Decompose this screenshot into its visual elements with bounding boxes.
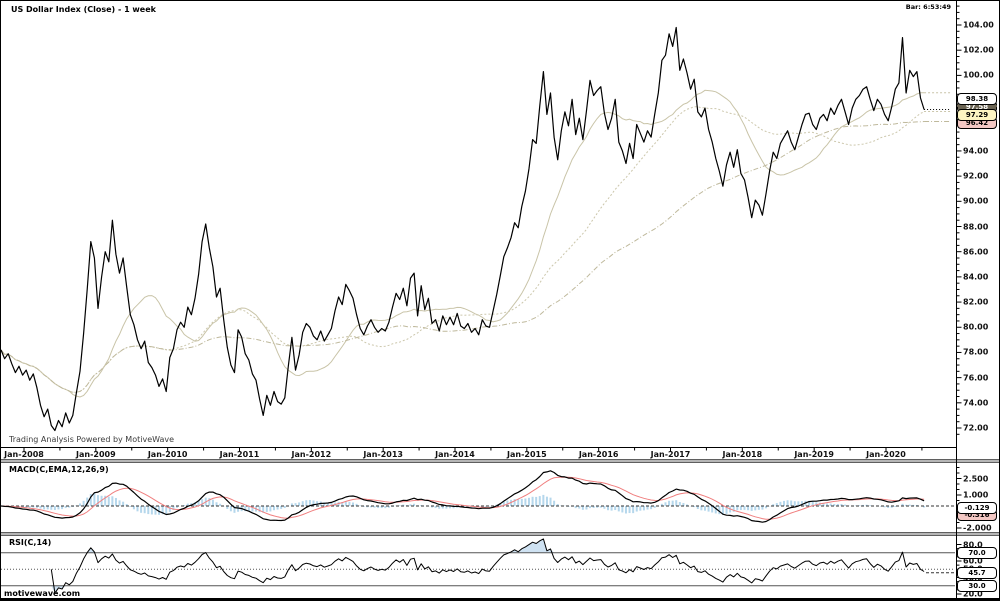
watermark-text: Trading Analysis Powered by MotiveWave (9, 435, 175, 444)
price-tag-ma-fast: 98.38 (957, 92, 997, 105)
price-tick-label: 74.00 (963, 398, 989, 408)
rsi-tag-upper-level: 70.0 (957, 547, 997, 560)
price-tick-label: 86.00 (963, 247, 989, 257)
macd-tag-value: -0.129 (957, 502, 997, 514)
rsi-tag-value: 45.7 (957, 567, 997, 580)
time-tick-label: Jan-2013 (363, 450, 403, 459)
time-tick-label: Jan-2020 (866, 450, 906, 459)
macd-tick-label: -2.000 (963, 523, 992, 533)
price-tick-label: 102.00 (963, 45, 994, 55)
time-tick-label: Jan-2014 (435, 450, 475, 459)
macd-pane-label: MACD(C,EMA,12,26,9) (9, 465, 109, 474)
rsi-tick-label: 60.0 (963, 556, 983, 566)
bottom-bar (1, 598, 999, 600)
rsi-tag-lower-level: 30.0 (957, 580, 997, 593)
price-tick-label: 94.00 (963, 146, 989, 156)
rsi-pane-label: RSI(C,14) (9, 538, 52, 547)
time-tick-label: Jan-2010 (147, 450, 188, 459)
time-tick-label: Jan-2017 (650, 450, 691, 459)
price-tick-label: 100.00 (963, 70, 994, 80)
macd-tick-label: 2.500 (963, 474, 989, 483)
time-tick-label: Jan-2016 (578, 450, 619, 459)
time-tick-label: Jan-2011 (219, 450, 260, 459)
time-tick-label: Jan-2018 (722, 450, 763, 459)
time-tick-label: Jan-2008 (4, 450, 44, 459)
price-tick-label: 82.00 (963, 297, 989, 307)
time-tick-label: Jan-2009 (76, 450, 116, 459)
time-tick-label: Jan-2012 (291, 450, 332, 459)
price-tick-label: 80.00 (963, 322, 989, 332)
bar-countdown: Bar: 6:53:49 (905, 3, 951, 11)
chart-title: US Dollar Index (Close) - 1 week (11, 5, 156, 14)
time-tick-label: Jan-2015 (507, 450, 547, 459)
footer-brand: motivewave.com (4, 589, 81, 598)
price-tick-label: 104.00 (963, 20, 994, 30)
rsi-tick-label: 20.0 (963, 589, 983, 599)
price-tick-label: 76.00 (963, 373, 989, 383)
price-tick-label: 88.00 (963, 222, 989, 231)
price-tick-label: 78.00 (963, 347, 989, 357)
price-tick-label: 90.00 (963, 196, 989, 206)
price-tick-label: 84.00 (963, 272, 989, 282)
time-tick-label: Jan-2019 (794, 450, 834, 459)
rsi-tick-label: 80.0 (963, 540, 983, 549)
price-tick-label: 72.00 (963, 423, 989, 433)
price-tag-last: 97.29 (957, 108, 997, 121)
macd-tick-label: 1.000 (963, 490, 989, 500)
price-tick-label: 92.00 (963, 171, 989, 181)
